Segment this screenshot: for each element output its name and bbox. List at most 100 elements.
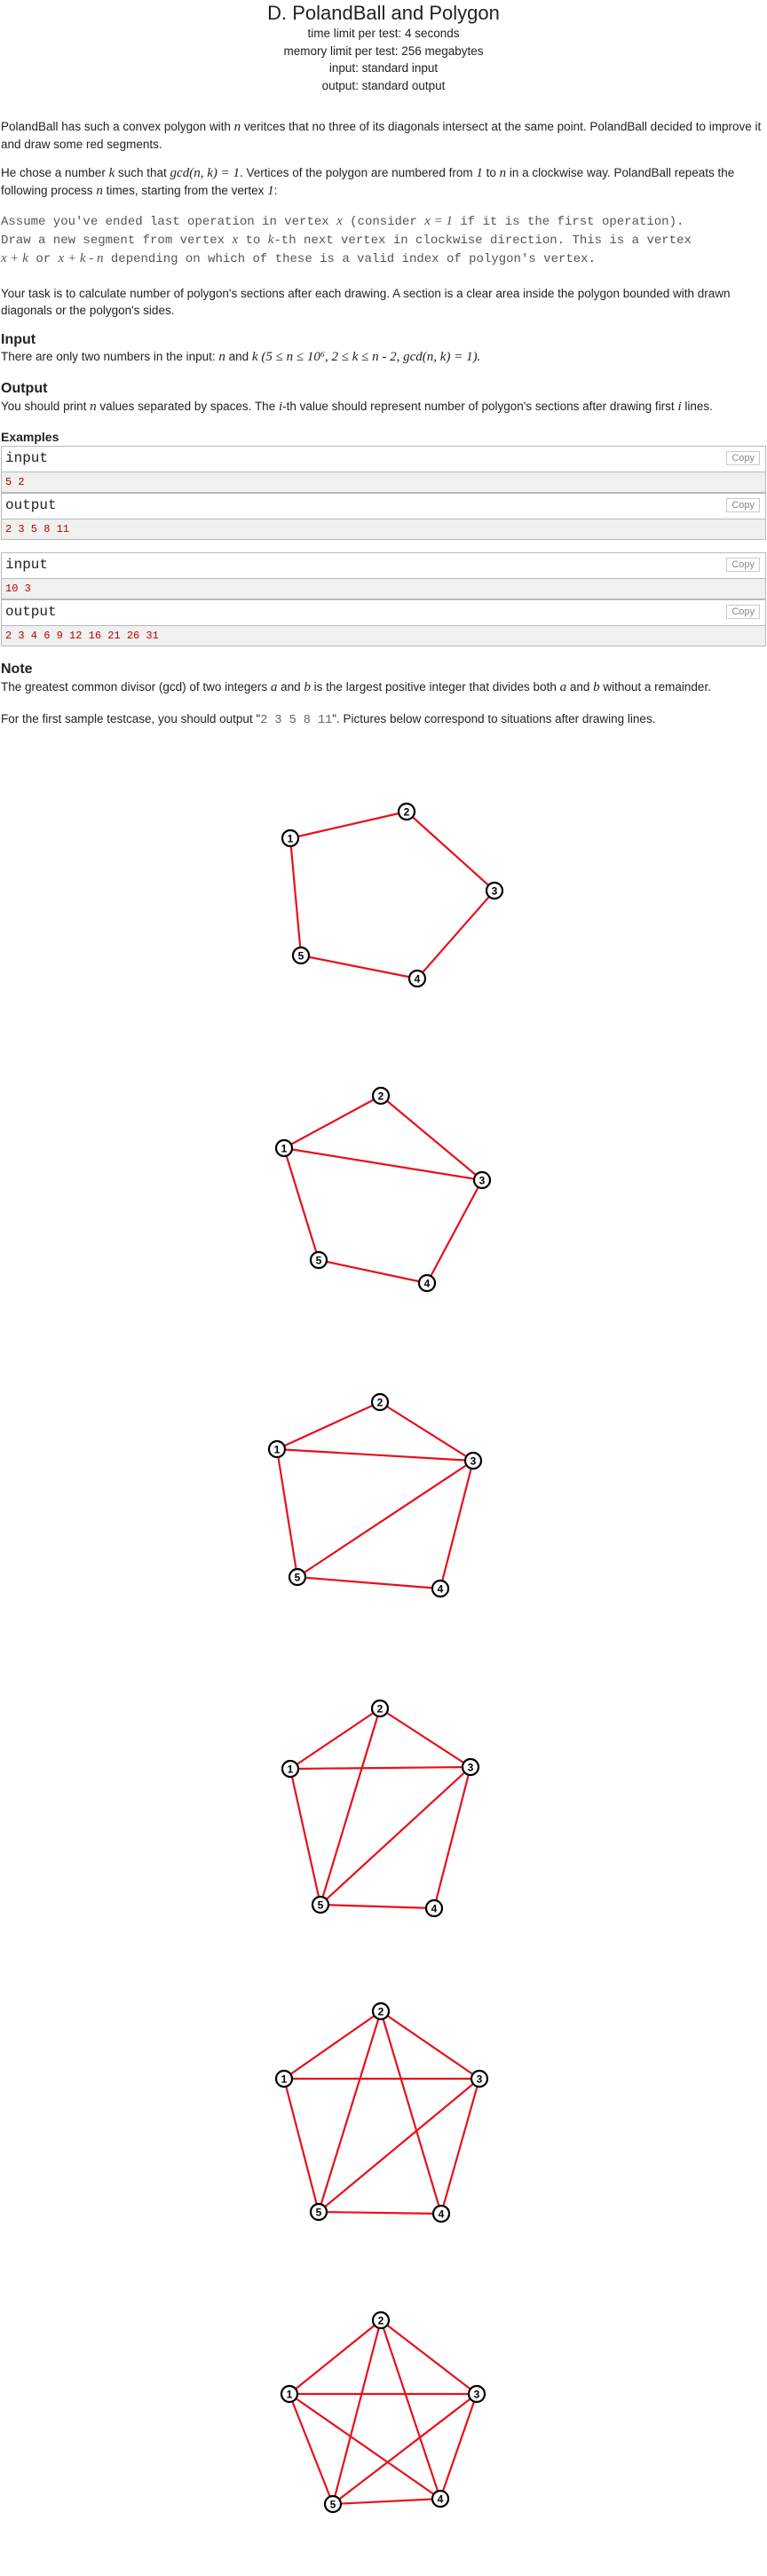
vertex-2: 2 bbox=[370, 1699, 390, 1718]
vertex-5: 5 bbox=[309, 1250, 328, 1270]
svg-text:2: 2 bbox=[378, 2315, 384, 2327]
segment-1-3 bbox=[276, 1447, 474, 1462]
segment-5-2 bbox=[331, 2319, 383, 2505]
vertex-2: 2 bbox=[371, 2310, 391, 2330]
svg-text:4: 4 bbox=[438, 1583, 444, 1596]
problem-title: D. PolandBall and Polygon bbox=[267, 2, 500, 24]
vertex-1: 1 bbox=[280, 2384, 299, 2404]
svg-text:5: 5 bbox=[318, 1899, 324, 1912]
polygon-figure-5: 1 2 3 4 5 bbox=[274, 2001, 489, 2223]
svg-text:1: 1 bbox=[288, 833, 294, 845]
vertex-5: 5 bbox=[311, 1895, 330, 1914]
svg-text:4: 4 bbox=[438, 2493, 444, 2506]
vertex-2: 2 bbox=[397, 802, 416, 821]
input-label: input bbox=[5, 450, 49, 466]
vertex-5: 5 bbox=[309, 2202, 328, 2222]
example-output-value: 2 3 5 8 11 bbox=[2, 519, 765, 539]
example-output-2: output Copy 2 3 4 6 9 12 16 21 26 31 bbox=[1, 599, 766, 646]
output-label: output bbox=[5, 604, 57, 620]
statement-p2: He chose a number k such that gcd(n, k) … bbox=[1, 166, 735, 198]
output-text: You should print n values separated by s… bbox=[1, 400, 713, 414]
svg-text:2: 2 bbox=[377, 1397, 384, 1409]
vertex-2: 2 bbox=[371, 1086, 391, 1106]
svg-text:5: 5 bbox=[330, 2499, 336, 2511]
svg-text:3: 3 bbox=[474, 2389, 480, 2401]
vertex-1: 1 bbox=[267, 1439, 287, 1459]
example-output-1: output Copy 2 3 5 8 11 bbox=[1, 493, 766, 540]
segment-2-3 bbox=[379, 1708, 471, 1768]
polygon-figure-3: 1 2 3 4 5 bbox=[267, 1392, 483, 1598]
vertex-1: 1 bbox=[274, 2069, 294, 2089]
svg-text:1: 1 bbox=[281, 1143, 288, 1155]
svg-text:5: 5 bbox=[316, 2207, 322, 2219]
svg-text:4: 4 bbox=[415, 973, 421, 986]
example-output-value: 2 3 4 6 9 12 16 21 26 31 bbox=[2, 626, 765, 646]
segment-3-4 bbox=[426, 1179, 483, 1284]
segment-5-1 bbox=[289, 837, 303, 956]
segment-3-5 bbox=[297, 1460, 474, 1578]
vertex-1: 1 bbox=[281, 1759, 300, 1779]
svg-text:5: 5 bbox=[298, 950, 304, 963]
segment-5-2 bbox=[317, 2010, 383, 2213]
segment-4-5 bbox=[332, 2497, 441, 2506]
svg-text:1: 1 bbox=[287, 2389, 293, 2401]
note-gcd: The greatest common divisor (gcd) of two… bbox=[1, 680, 711, 694]
input-label: input bbox=[5, 557, 49, 573]
note-sample: For the first sample testcase, you shoul… bbox=[1, 712, 656, 727]
svg-text:2: 2 bbox=[377, 1703, 384, 1716]
segment-3-4 bbox=[439, 1460, 475, 1589]
vertex-4: 4 bbox=[431, 2489, 450, 2509]
segment-4-5 bbox=[318, 1258, 428, 1285]
segment-2-3 bbox=[380, 1095, 483, 1181]
segment-2-4 bbox=[379, 2319, 442, 2500]
segment-1-2 bbox=[289, 2319, 382, 2395]
segment-3-4 bbox=[416, 890, 495, 979]
output-heading: Output bbox=[1, 381, 48, 396]
copy-button[interactable]: Copy bbox=[726, 498, 760, 512]
output-label: output bbox=[5, 497, 57, 513]
segment-2-3 bbox=[406, 811, 495, 892]
vertex-3: 3 bbox=[470, 2069, 489, 2089]
copy-button[interactable]: Copy bbox=[726, 605, 760, 619]
vertex-1: 1 bbox=[274, 1138, 294, 1158]
segment-3-4 bbox=[432, 1766, 472, 1909]
segment-2-3 bbox=[380, 2319, 478, 2395]
statement-p1: PolandBall has such a convex polygon wit… bbox=[1, 120, 762, 151]
svg-text:2: 2 bbox=[404, 806, 410, 819]
segment-1-3 bbox=[289, 1765, 471, 1771]
segment-3-5 bbox=[320, 1766, 471, 1906]
example-input-2: input Copy 10 3 bbox=[1, 552, 766, 599]
segment-3-5 bbox=[318, 2078, 480, 2213]
polygon-figure-6: 1 2 3 4 5 bbox=[280, 2310, 486, 2514]
limits: time limit per test: 4 seconds memory li… bbox=[0, 25, 767, 94]
examples-heading: Examples bbox=[1, 430, 59, 444]
svg-text:2: 2 bbox=[378, 2006, 384, 2018]
polygon-figure-2: 1 2 3 4 5 bbox=[274, 1086, 492, 1293]
svg-text:4: 4 bbox=[431, 1903, 438, 1915]
copy-button[interactable]: Copy bbox=[726, 451, 760, 465]
polygon-figure-4: 1 2 3 4 5 bbox=[281, 1699, 480, 1918]
example-input-1: input Copy 5 2 bbox=[1, 446, 766, 493]
vertex-3: 3 bbox=[467, 2384, 486, 2404]
svg-text:4: 4 bbox=[424, 1278, 431, 1290]
segment-4-5 bbox=[320, 1903, 435, 1910]
input-spec: input: standard input bbox=[328, 61, 439, 75]
segment-1-2 bbox=[283, 2010, 382, 2080]
svg-text:5: 5 bbox=[316, 1255, 322, 1267]
segment-1-2 bbox=[289, 1708, 381, 1770]
svg-text:3: 3 bbox=[477, 2073, 483, 2086]
segment-5-1 bbox=[288, 2393, 335, 2505]
segment-4-5 bbox=[297, 1575, 441, 1590]
vertex-4: 4 bbox=[431, 2204, 451, 2223]
segment-5-1 bbox=[282, 2078, 320, 2213]
segment-1-3 bbox=[283, 1146, 483, 1182]
segment-5-2 bbox=[319, 1708, 382, 1906]
vertex-5: 5 bbox=[323, 2494, 343, 2514]
output-spec: output: standard output bbox=[321, 78, 446, 92]
segment-3-4 bbox=[439, 2393, 478, 2500]
segment-5-1 bbox=[275, 1448, 299, 1578]
svg-text:3: 3 bbox=[470, 1455, 477, 1468]
svg-text:4: 4 bbox=[439, 2208, 445, 2221]
copy-button[interactable]: Copy bbox=[726, 558, 760, 572]
vertex-2: 2 bbox=[371, 2001, 391, 2021]
